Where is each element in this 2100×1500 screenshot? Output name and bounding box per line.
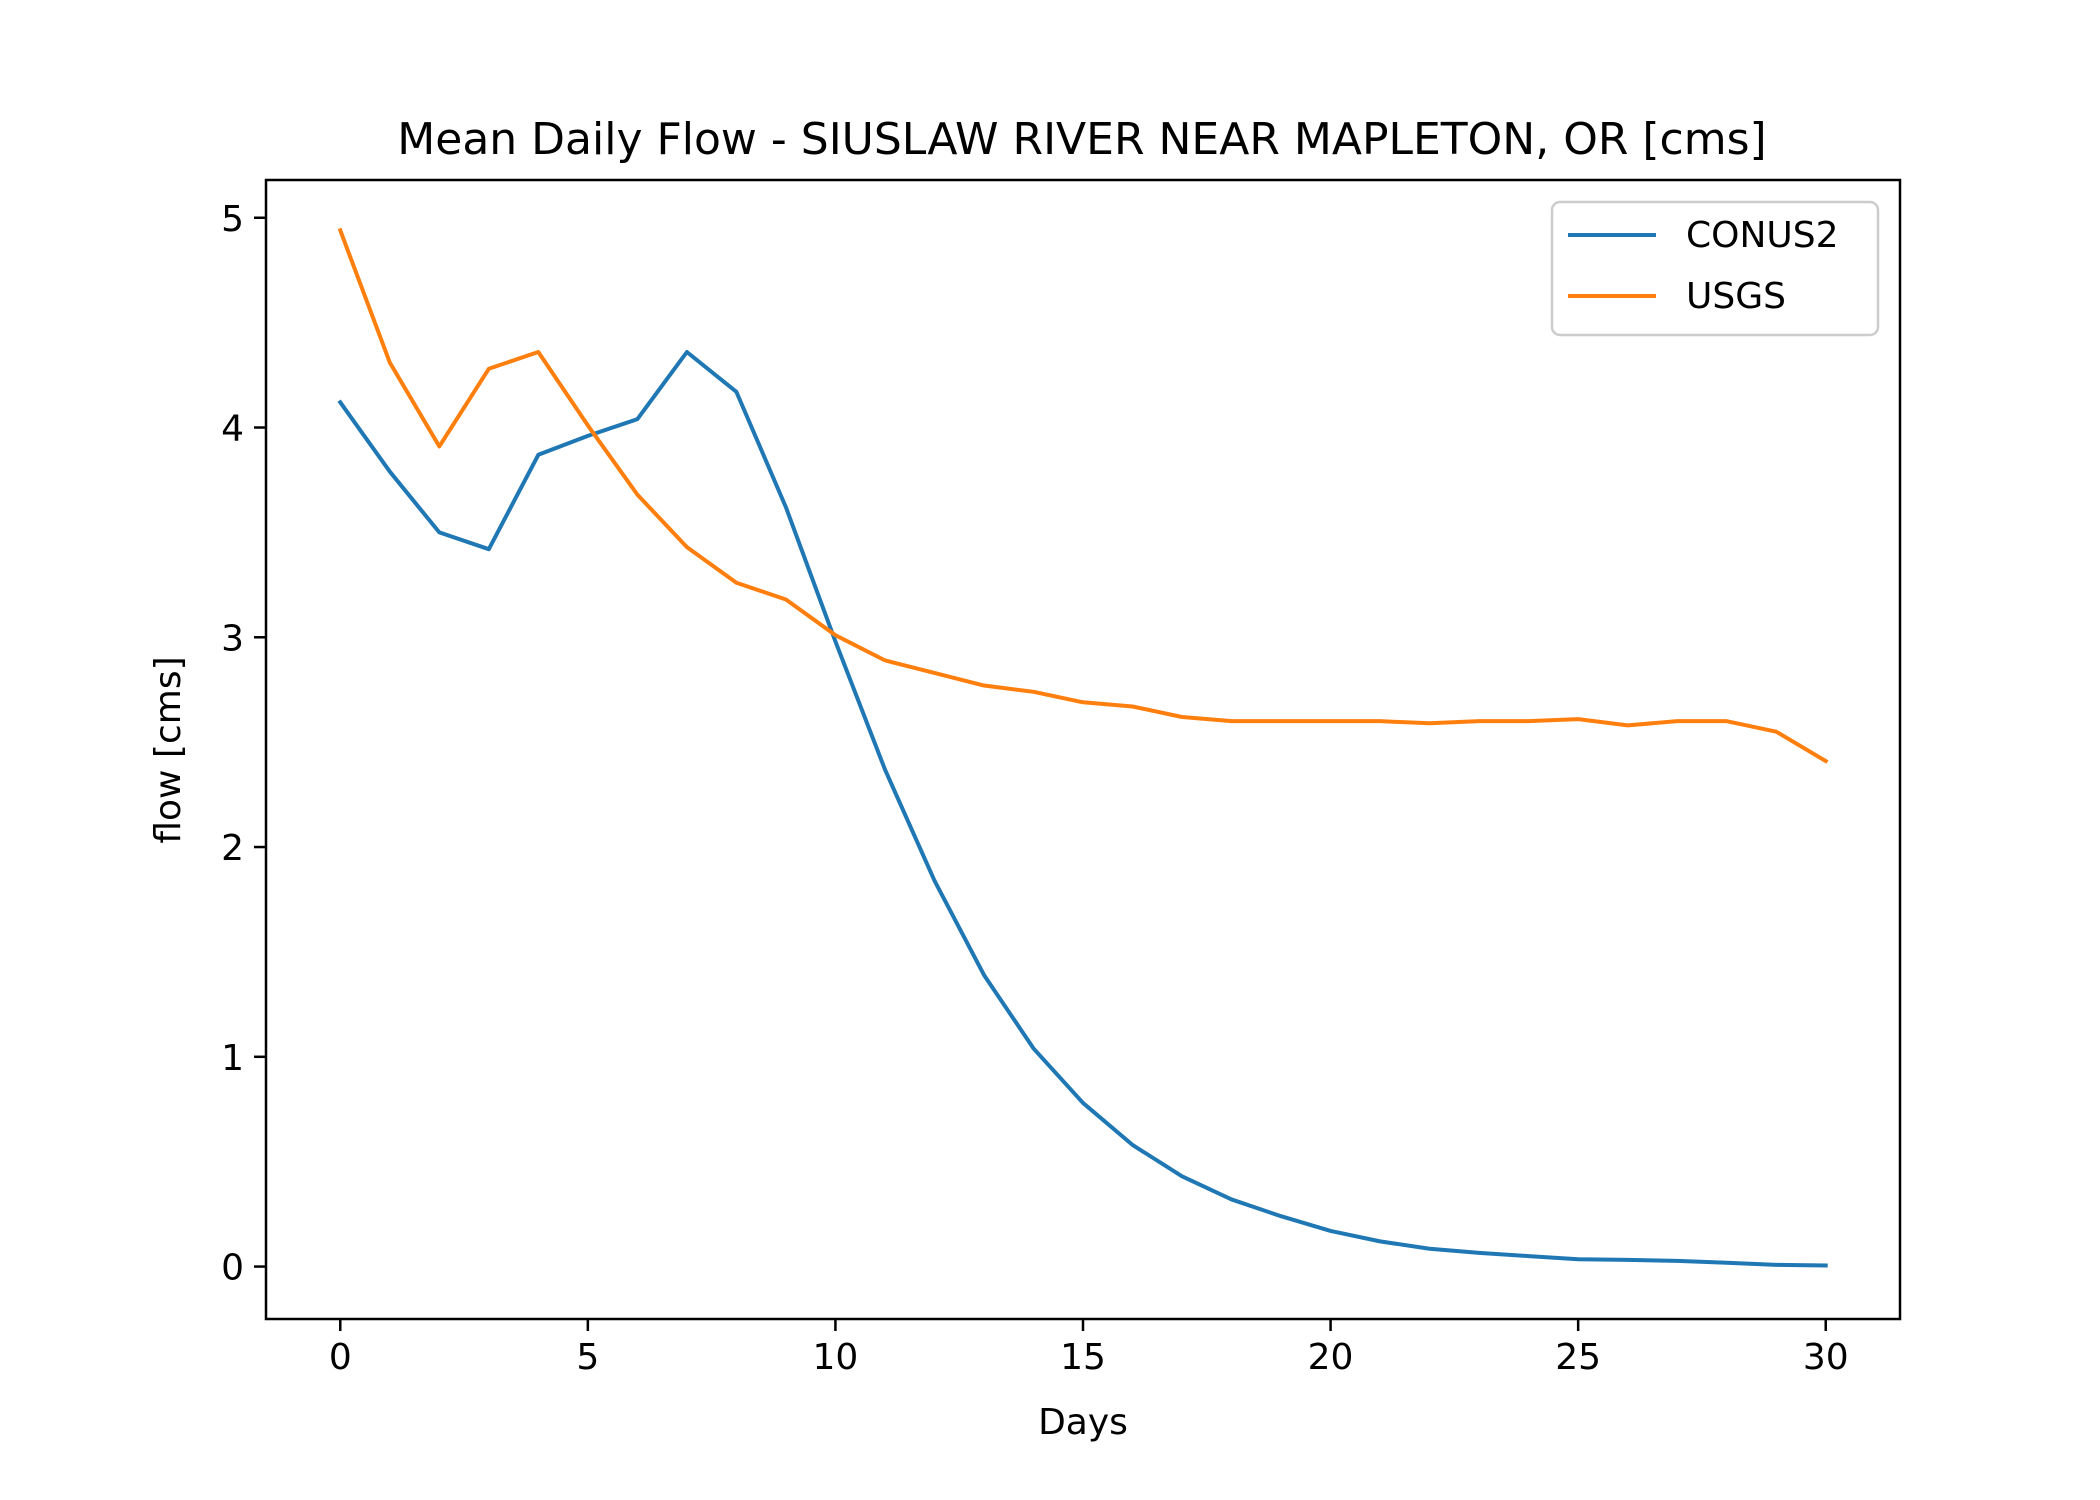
y-tick-label: 4 — [221, 409, 244, 450]
legend: CONUS2 USGS — [1550, 200, 1880, 337]
y-axis-ticks: 0 1 2 3 4 5 — [221, 199, 266, 1289]
legend-label-conus2: CONUS2 — [1686, 215, 1839, 256]
plot-area: 0 5 10 15 20 25 30 0 1 2 3 4 5 — [221, 178, 1902, 1378]
y-tick-label: 3 — [221, 618, 244, 659]
x-tick-label: 25 — [1555, 1337, 1601, 1378]
x-axis-ticks: 0 5 10 15 20 25 30 — [329, 1319, 1849, 1378]
series-layer — [337, 227, 1829, 1268]
x-tick-label: 20 — [1308, 1337, 1354, 1378]
y-tick-label: 2 — [221, 828, 244, 869]
series-line-conus2 — [337, 350, 1828, 1268]
x-tick-label: 0 — [329, 1337, 352, 1378]
y-axis-label: flow [cms] — [148, 656, 189, 843]
x-tick-label: 30 — [1803, 1337, 1849, 1378]
series-line-usgs — [337, 227, 1829, 764]
chart-title: Mean Daily Flow - SIUSLAW RIVER NEAR MAP… — [397, 114, 1766, 165]
x-axis-label: Days — [1038, 1402, 1128, 1443]
x-tick-label: 5 — [576, 1337, 599, 1378]
x-tick-label: 10 — [813, 1337, 859, 1378]
y-tick-label: 5 — [221, 199, 244, 240]
x-tick-label: 15 — [1060, 1337, 1106, 1378]
legend-label-usgs: USGS — [1686, 276, 1786, 317]
y-tick-label: 1 — [221, 1038, 244, 1079]
y-tick-label: 0 — [221, 1248, 244, 1289]
